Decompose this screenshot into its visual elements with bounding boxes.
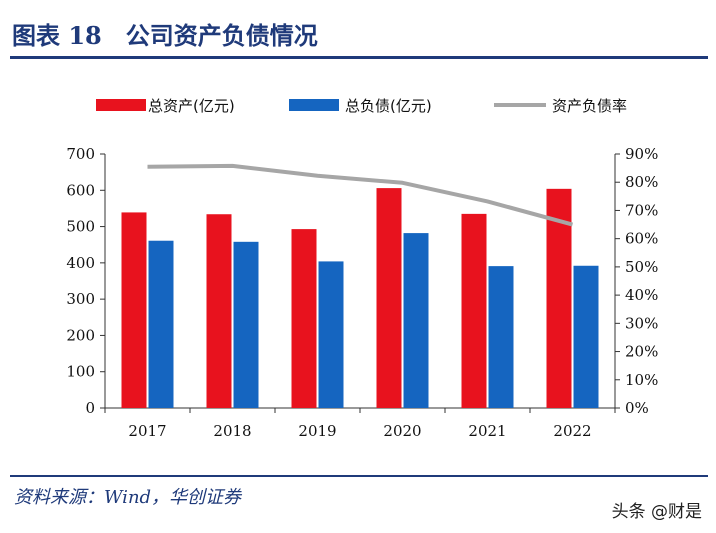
x-axis: 2017 2018 2019 2020 2021 2022 [104, 407, 616, 440]
total-liabilities-bar [233, 241, 259, 408]
legend-label-1: 总负债(亿元) [345, 97, 432, 115]
legend-swatch-1 [289, 99, 339, 111]
x-tick-label: 2020 [383, 422, 421, 440]
legend: 总资产(亿元) 总负债(亿元) 资产负债率 [96, 97, 627, 115]
y2-tick-label: 20% [625, 343, 658, 361]
total-liabilities-bar [318, 261, 344, 408]
total-assets-bar [376, 188, 402, 408]
x-tick-label: 2022 [553, 422, 591, 440]
y-tick-label: 0 [85, 399, 95, 417]
total-liabilities-bar [488, 266, 514, 408]
total-assets-bar [546, 188, 572, 408]
total-liabilities-bar [573, 265, 599, 408]
y2-tick-label: 60% [625, 230, 658, 248]
y-tick-label: 700 [66, 145, 95, 163]
x-tick-label: 2021 [468, 422, 506, 440]
y-tick-label: 200 [66, 326, 95, 344]
y-tick-label: 100 [66, 363, 95, 381]
y2-tick-label: 0% [625, 399, 649, 417]
total-assets-bar [206, 214, 232, 408]
y2-tick-label: 70% [625, 201, 658, 219]
page-title: 图表 18 公司资产负债情况 [12, 21, 318, 50]
y-tick-label: 300 [66, 290, 95, 308]
title-divider [10, 56, 708, 59]
legend-label-2: 资产负债率 [552, 97, 627, 115]
ratio-line [147, 163, 574, 227]
bars [121, 188, 599, 408]
watermark: 头条 @财是 [611, 502, 702, 522]
footer-divider [10, 475, 708, 477]
y2-tick-label: 30% [625, 314, 658, 332]
y-axis-left: 0 100 200 300 400 500 600 700 [66, 145, 106, 417]
total-liabilities-bar [403, 233, 429, 408]
x-tick-label: 2018 [213, 422, 251, 440]
total-assets-bar [461, 213, 487, 408]
legend-label-0: 总资产(亿元) [148, 97, 235, 115]
source-note: 资料来源：Wind，华创证券 [14, 487, 242, 508]
legend-swatch-0 [96, 99, 146, 111]
chart: 总资产(亿元) 总负债(亿元) 资产负债率 0 100 200 300 400 500 600 7… [66, 97, 658, 440]
y2-tick-label: 10% [625, 371, 658, 389]
total-liabilities-bar [148, 240, 174, 408]
x-tick-label: 2017 [128, 422, 166, 440]
y2-tick-label: 90% [625, 145, 658, 163]
x-tick-label: 2019 [298, 422, 336, 440]
y-tick-label: 600 [66, 181, 95, 199]
debt-ratio-line [147, 163, 574, 227]
total-assets-bar [121, 212, 147, 408]
y2-tick-label: 80% [625, 173, 658, 191]
y2-tick-label: 50% [625, 258, 658, 276]
y-tick-label: 400 [66, 254, 95, 272]
y2-tick-label: 40% [625, 286, 658, 304]
y-axis-right: 0% 10% 20% 30% 40% 50% 60% 70% 80% 90% [614, 145, 658, 417]
total-assets-bar [291, 229, 317, 408]
y-tick-label: 500 [66, 218, 95, 236]
